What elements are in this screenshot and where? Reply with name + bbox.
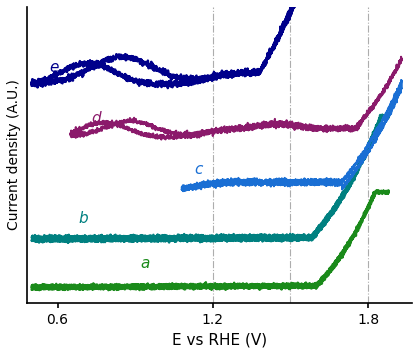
X-axis label: E vs RHE (V): E vs RHE (V)	[172, 332, 267, 347]
Text: b: b	[78, 211, 88, 225]
Text: e: e	[50, 60, 59, 75]
Text: d: d	[91, 111, 101, 126]
Text: a: a	[140, 256, 150, 271]
Y-axis label: Current density (A.U.): Current density (A.U.)	[7, 79, 21, 230]
Text: c: c	[195, 162, 203, 177]
